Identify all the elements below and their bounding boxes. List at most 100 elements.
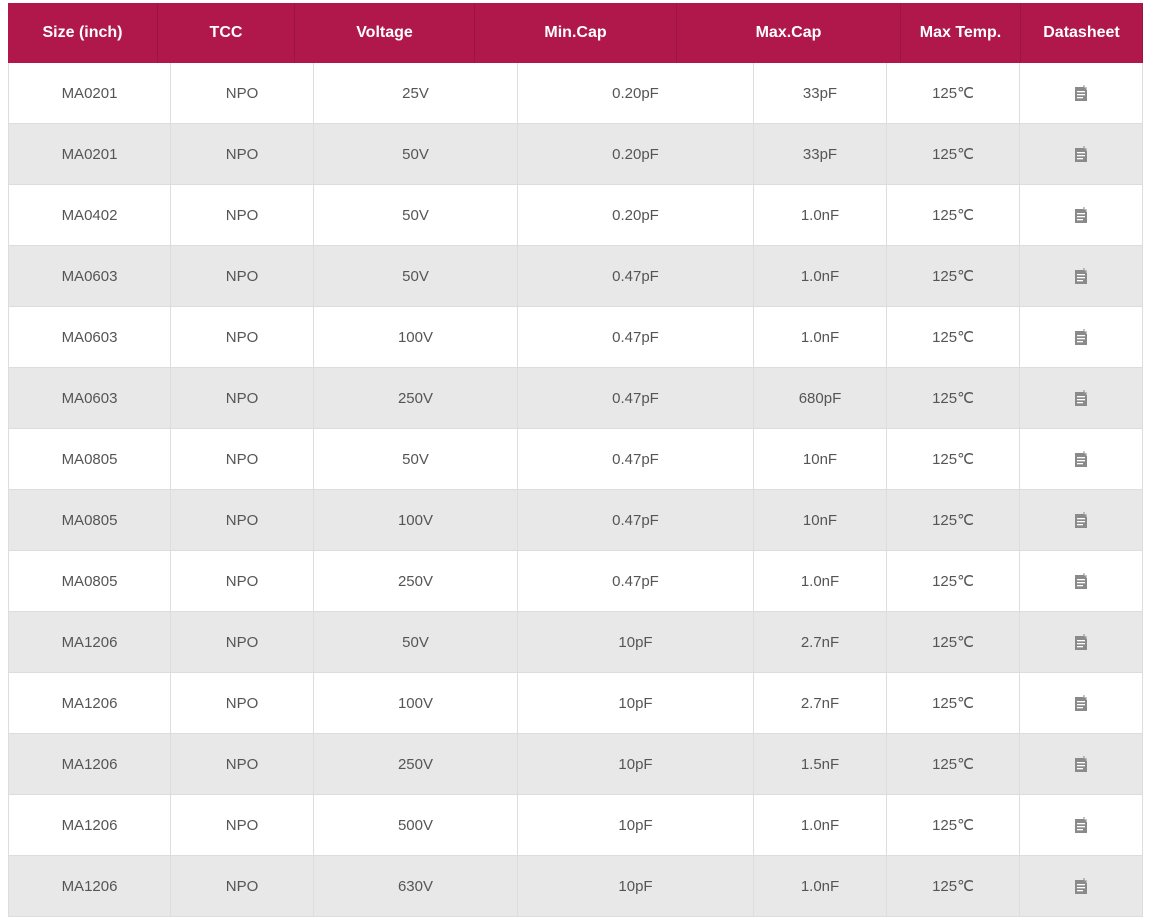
cell-size: MA1206 xyxy=(8,856,171,916)
cell-tcc: NPO xyxy=(171,429,314,489)
table-row: MA1206 NPO 630V 10pF 1.0nF 125℃ xyxy=(8,856,1143,917)
document-icon[interactable] xyxy=(1074,145,1088,163)
cell-size: MA0201 xyxy=(8,63,171,123)
cell-datasheet[interactable] xyxy=(1020,246,1143,306)
cell-min-cap: 10pF xyxy=(518,856,754,916)
cell-max-temp: 125℃ xyxy=(887,551,1020,611)
cell-size: MA0603 xyxy=(8,368,171,428)
cell-datasheet[interactable] xyxy=(1020,795,1143,855)
cell-max-cap: 33pF xyxy=(754,124,887,184)
cell-max-temp: 125℃ xyxy=(887,185,1020,245)
cell-datasheet[interactable] xyxy=(1020,185,1143,245)
header-max-temp: Max Temp. xyxy=(901,3,1021,63)
cell-datasheet[interactable] xyxy=(1020,63,1143,123)
cell-datasheet[interactable] xyxy=(1020,551,1143,611)
document-icon[interactable] xyxy=(1074,206,1088,224)
cell-size: MA1206 xyxy=(8,673,171,733)
document-icon[interactable] xyxy=(1074,267,1088,285)
cell-min-cap: 0.47pF xyxy=(518,368,754,428)
cell-datasheet[interactable] xyxy=(1020,368,1143,428)
cell-datasheet[interactable] xyxy=(1020,490,1143,550)
table-row: MA1206 NPO 50V 10pF 2.7nF 125℃ xyxy=(8,612,1143,673)
cell-min-cap: 10pF xyxy=(518,734,754,794)
table-row: MA0805 NPO 100V 0.47pF 10nF 125℃ xyxy=(8,490,1143,551)
cell-voltage: 100V xyxy=(314,490,518,550)
cell-max-cap: 33pF xyxy=(754,63,887,123)
cell-datasheet[interactable] xyxy=(1020,612,1143,672)
cell-tcc: NPO xyxy=(171,490,314,550)
document-icon[interactable] xyxy=(1074,572,1088,590)
cell-max-temp: 125℃ xyxy=(887,246,1020,306)
cell-tcc: NPO xyxy=(171,551,314,611)
table-row: MA0805 NPO 250V 0.47pF 1.0nF 125℃ xyxy=(8,551,1143,612)
table-header: Size (inch) TCC Voltage Min.Cap Max.Cap Max T… xyxy=(8,3,1143,63)
cell-max-temp: 125℃ xyxy=(887,490,1020,550)
cell-max-temp: 125℃ xyxy=(887,307,1020,367)
cell-datasheet[interactable] xyxy=(1020,673,1143,733)
cell-min-cap: 0.47pF xyxy=(518,551,754,611)
document-icon[interactable] xyxy=(1074,511,1088,529)
document-icon[interactable] xyxy=(1074,755,1088,773)
document-icon[interactable] xyxy=(1074,328,1088,346)
cell-max-temp: 125℃ xyxy=(887,612,1020,672)
cell-min-cap: 0.47pF xyxy=(518,429,754,489)
document-icon[interactable] xyxy=(1074,84,1088,102)
cell-max-temp: 125℃ xyxy=(887,673,1020,733)
cell-size: MA0603 xyxy=(8,246,171,306)
cell-voltage: 50V xyxy=(314,612,518,672)
table-row: MA0402 NPO 50V 0.20pF 1.0nF 125℃ xyxy=(8,185,1143,246)
cell-max-cap: 680pF xyxy=(754,368,887,428)
document-icon[interactable] xyxy=(1074,389,1088,407)
cell-voltage: 50V xyxy=(314,124,518,184)
cell-min-cap: 0.20pF xyxy=(518,185,754,245)
table-row: MA1206 NPO 100V 10pF 2.7nF 125℃ xyxy=(8,673,1143,734)
cell-size: MA0805 xyxy=(8,551,171,611)
header-datasheet: Datasheet xyxy=(1021,3,1143,63)
header-max-cap: Max.Cap xyxy=(677,3,901,63)
table-row: MA0603 NPO 250V 0.47pF 680pF 125℃ xyxy=(8,368,1143,429)
capacitor-table: Size (inch) TCC Voltage Min.Cap Max.Cap Max T… xyxy=(8,3,1143,917)
cell-size: MA0201 xyxy=(8,124,171,184)
header-tcc: TCC xyxy=(158,3,295,63)
cell-max-temp: 125℃ xyxy=(887,856,1020,916)
cell-max-cap: 1.5nF xyxy=(754,734,887,794)
cell-tcc: NPO xyxy=(171,368,314,428)
document-icon[interactable] xyxy=(1074,877,1088,895)
cell-datasheet[interactable] xyxy=(1020,307,1143,367)
cell-max-cap: 1.0nF xyxy=(754,246,887,306)
cell-size: MA0402 xyxy=(8,185,171,245)
header-voltage: Voltage xyxy=(295,3,475,63)
cell-datasheet[interactable] xyxy=(1020,429,1143,489)
cell-max-temp: 125℃ xyxy=(887,429,1020,489)
cell-voltage: 100V xyxy=(314,673,518,733)
cell-tcc: NPO xyxy=(171,307,314,367)
cell-size: MA0805 xyxy=(8,429,171,489)
cell-max-temp: 125℃ xyxy=(887,368,1020,428)
cell-tcc: NPO xyxy=(171,185,314,245)
cell-min-cap: 0.20pF xyxy=(518,124,754,184)
cell-datasheet[interactable] xyxy=(1020,856,1143,916)
cell-voltage: 630V xyxy=(314,856,518,916)
table-row: MA1206 NPO 500V 10pF 1.0nF 125℃ xyxy=(8,795,1143,856)
table-row: MA0201 NPO 25V 0.20pF 33pF 125℃ xyxy=(8,63,1143,124)
document-icon[interactable] xyxy=(1074,633,1088,651)
cell-voltage: 25V xyxy=(314,63,518,123)
cell-min-cap: 0.47pF xyxy=(518,246,754,306)
document-icon[interactable] xyxy=(1074,816,1088,834)
document-icon[interactable] xyxy=(1074,450,1088,468)
table-row: MA0603 NPO 50V 0.47pF 1.0nF 125℃ xyxy=(8,246,1143,307)
header-min-cap: Min.Cap xyxy=(475,3,677,63)
cell-max-cap: 1.0nF xyxy=(754,795,887,855)
cell-max-cap: 1.0nF xyxy=(754,551,887,611)
document-icon[interactable] xyxy=(1074,694,1088,712)
cell-max-cap: 1.0nF xyxy=(754,185,887,245)
cell-min-cap: 10pF xyxy=(518,612,754,672)
cell-size: MA1206 xyxy=(8,734,171,794)
cell-tcc: NPO xyxy=(171,124,314,184)
cell-voltage: 50V xyxy=(314,185,518,245)
cell-size: MA0805 xyxy=(8,490,171,550)
cell-datasheet[interactable] xyxy=(1020,734,1143,794)
cell-datasheet[interactable] xyxy=(1020,124,1143,184)
cell-tcc: NPO xyxy=(171,795,314,855)
cell-tcc: NPO xyxy=(171,612,314,672)
